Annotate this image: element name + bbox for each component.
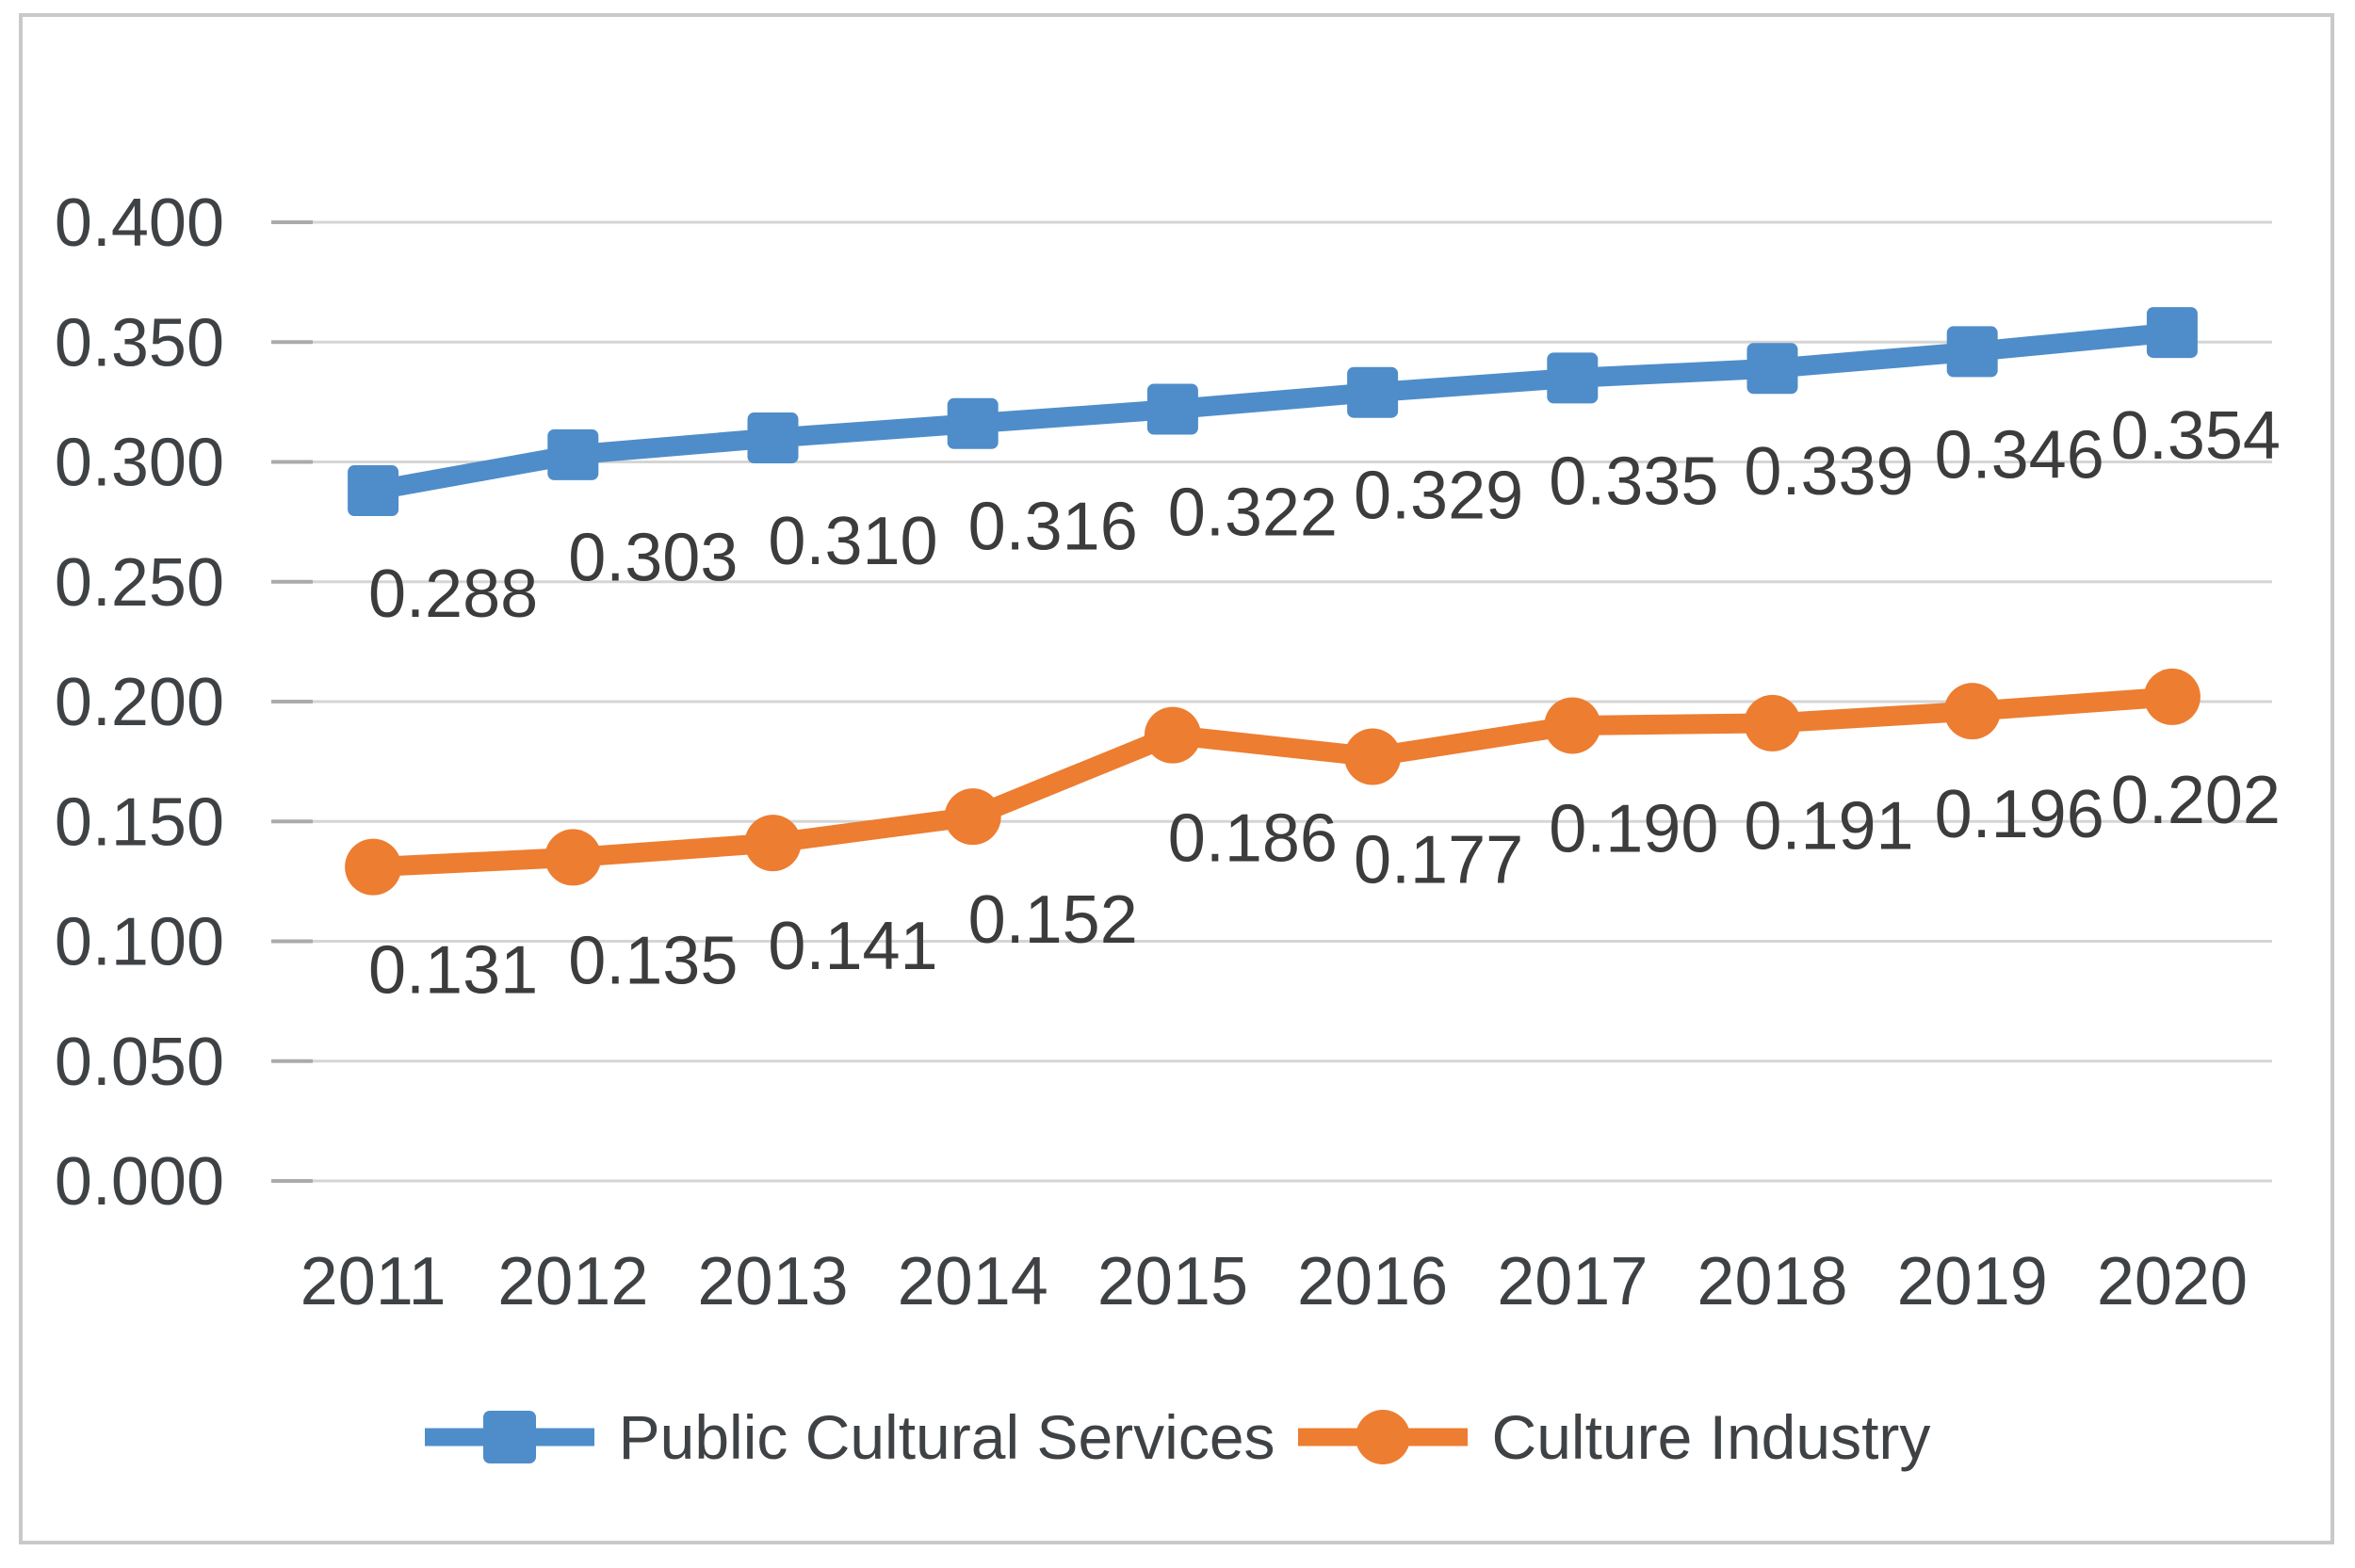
series-public-cultural-services: 0.288 0.303 0.310 0.316 0.322 0.329 0.335 0.339… (348, 307, 2281, 632)
x-axis-labels-group: 2011 2012 2013 2014 2015 2016 2017 2018 2019 2020 (300, 1244, 2248, 1319)
x-axis-label: 2017 (1497, 1244, 1648, 1319)
x-axis-label: 2015 (1097, 1244, 1248, 1319)
legend-marker-square-icon (424, 1411, 594, 1463)
data-label: 0.322 (1168, 475, 1338, 550)
data-label: 0.190 (1549, 791, 1718, 866)
x-axis-label: 2018 (1697, 1244, 1847, 1319)
data-point-marker (2143, 668, 2201, 725)
data-label: 0.354 (2111, 398, 2281, 474)
data-label: 0.135 (568, 923, 738, 998)
data-point-marker (1347, 366, 1399, 418)
y-axis-label: 0.250 (55, 545, 224, 621)
data-label: 0.186 (1168, 800, 1338, 876)
legend-label-culture-industry: Culture Industry (1491, 1402, 1931, 1472)
series-line-public-cultural-services (363, 322, 2183, 501)
y-axis-label: 0.050 (55, 1025, 224, 1100)
x-axis-label: 2013 (697, 1244, 848, 1319)
data-point-marker (348, 465, 399, 517)
data-point-marker (2146, 307, 2198, 359)
gridlines-group (271, 220, 2272, 1183)
data-point-marker (944, 788, 1001, 846)
data-label: 0.329 (1354, 459, 1523, 534)
y-axis-label: 0.400 (55, 186, 224, 261)
data-label: 0.339 (1744, 434, 1913, 509)
legend-label-public-cultural-services: Public Cultural Services (618, 1402, 1275, 1472)
data-point-marker (1547, 352, 1599, 404)
legend-marker-circle-icon (1297, 1410, 1468, 1464)
y-axis-label: 0.150 (55, 784, 224, 860)
data-label: 0.202 (2111, 763, 2281, 838)
data-point-marker (744, 815, 802, 872)
data-point-marker (345, 838, 402, 896)
data-point-marker (1746, 343, 1798, 395)
x-axis-label: 2012 (497, 1244, 648, 1319)
chart-frame (19, 13, 2334, 1544)
data-label: 0.131 (368, 932, 538, 1008)
data-label: 0.177 (1354, 822, 1523, 897)
x-axis-label: 2019 (1897, 1244, 2048, 1319)
x-axis-label: 2014 (898, 1244, 1048, 1319)
data-point-marker (1744, 694, 1801, 752)
data-label: 0.288 (368, 557, 538, 632)
data-point-marker (1544, 697, 1601, 754)
y-axis-label: 0.300 (55, 426, 224, 501)
data-label: 0.335 (1549, 444, 1718, 519)
data-label: 0.316 (968, 490, 1138, 565)
data-point-marker (1344, 728, 1402, 785)
x-axis-label: 2011 (300, 1244, 447, 1319)
data-label: 0.141 (768, 909, 937, 984)
series-line-culture-industry (363, 687, 2183, 878)
y-axis-label: 0.350 (55, 305, 224, 380)
data-point-marker (1946, 326, 1998, 378)
legend-item-public-cultural-services: Public Cultural Services (424, 1401, 1275, 1473)
data-point-marker (1144, 706, 1201, 764)
series-culture-industry: 0.131 0.135 0.141 0.152 0.186 0.177 0.190 0.191… (345, 668, 2281, 1008)
data-label: 0.196 (1935, 777, 2104, 852)
data-point-marker (747, 412, 799, 464)
x-axis-label: 2016 (1297, 1244, 1448, 1319)
y-axis-labels-group: 0.400 0.350 0.300 0.250 0.200 0.150 0.100 0.050… (55, 186, 224, 1220)
data-label: 0.346 (1935, 417, 2104, 493)
data-label: 0.303 (568, 521, 738, 596)
legend-item-culture-industry: Culture Industry (1297, 1401, 1931, 1473)
data-point-marker (1146, 383, 1198, 435)
y-axis-label: 0.200 (55, 665, 224, 740)
y-axis-label: 0.100 (55, 905, 224, 980)
chart-legend: Public Cultural Services Culture Industry (0, 1401, 2355, 1473)
data-point-marker (947, 397, 999, 449)
data-label: 0.310 (768, 504, 937, 579)
x-axis-label: 2020 (2097, 1244, 2248, 1319)
data-label: 0.191 (1744, 789, 1913, 865)
data-label: 0.152 (968, 882, 1138, 958)
data-point-marker (544, 829, 602, 886)
y-axis-label: 0.000 (55, 1144, 224, 1220)
data-point-marker (1943, 683, 2001, 740)
data-point-marker (547, 428, 599, 480)
